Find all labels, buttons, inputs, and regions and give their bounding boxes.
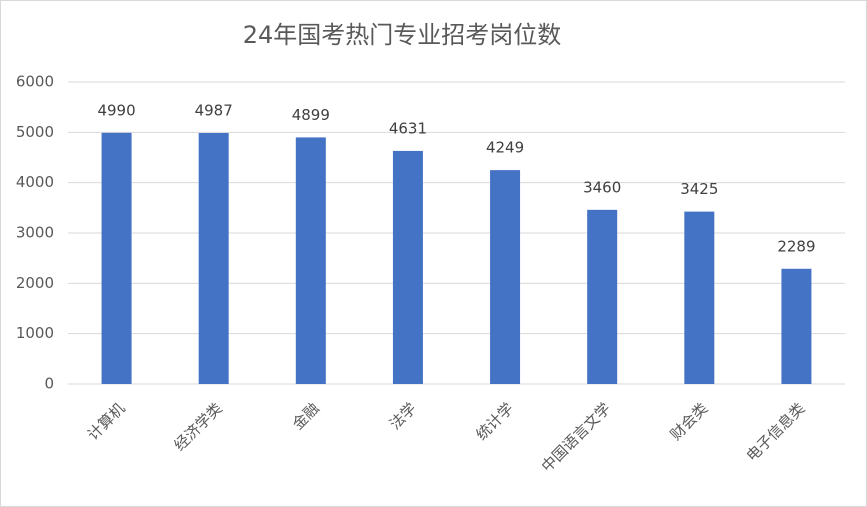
bar [295, 137, 326, 384]
y-tick-label: 2000 [16, 274, 54, 292]
bar [490, 170, 521, 384]
bar [392, 150, 423, 384]
y-tick-label: 1000 [16, 324, 54, 342]
value-label: 2289 [777, 237, 815, 255]
value-label: 4249 [486, 139, 524, 157]
y-tick-label: 0 [44, 375, 54, 393]
y-tick-label: 5000 [16, 123, 54, 141]
value-label: 4631 [389, 119, 427, 137]
bar [781, 268, 812, 384]
value-label: 3460 [583, 178, 621, 196]
value-label: 4987 [195, 101, 233, 119]
bar [198, 132, 229, 384]
bar [587, 209, 618, 384]
y-tick-label: 3000 [16, 224, 54, 242]
chart-title: 24年国考热门专业招考岗位数 [243, 21, 562, 49]
bar [684, 211, 715, 384]
bar [101, 132, 132, 384]
y-tick-label: 6000 [16, 73, 54, 91]
value-label: 3425 [680, 180, 718, 198]
y-tick-label: 4000 [16, 173, 54, 191]
value-label: 4990 [97, 101, 135, 119]
value-label: 4899 [292, 106, 330, 124]
